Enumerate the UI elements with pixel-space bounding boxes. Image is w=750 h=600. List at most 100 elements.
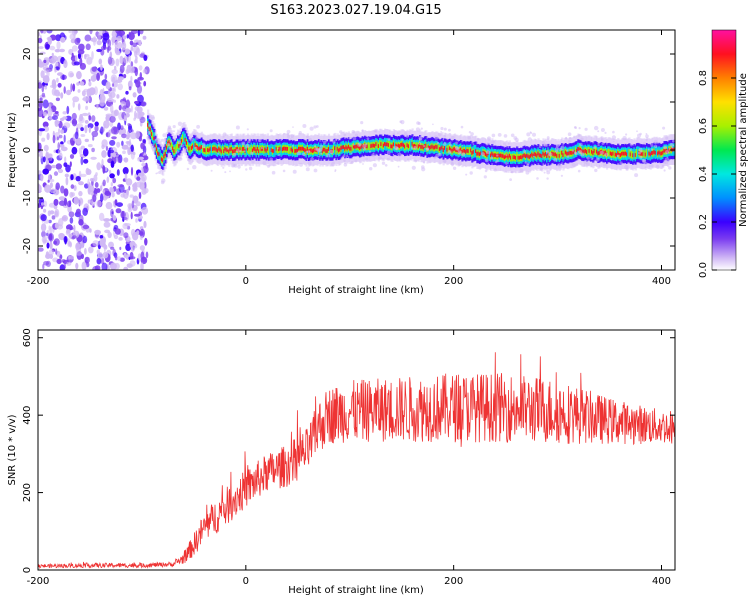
noise-speck	[135, 201, 141, 207]
halo-speck	[169, 140, 173, 143]
ridge-cell	[332, 145, 336, 153]
noise-speck	[82, 95, 90, 102]
halo-speck	[566, 149, 569, 152]
noise-speck	[40, 30, 44, 34]
noise-speck	[101, 158, 104, 168]
ridge-cell	[309, 148, 312, 153]
ridge-cell	[347, 144, 351, 149]
noise-speck	[68, 241, 72, 247]
ridge-cell	[477, 151, 480, 156]
noise-speck	[144, 237, 148, 246]
noise-speck	[40, 214, 47, 222]
halo-speck	[196, 124, 201, 129]
halo-speck	[510, 133, 515, 138]
ridge-cell	[663, 148, 666, 153]
ridge-cell	[377, 144, 380, 148]
halo-speck	[258, 139, 262, 143]
ridge-cell	[182, 134, 185, 142]
snr-x-label: Height of straight line (km)	[288, 585, 424, 596]
noise-speck	[47, 210, 51, 217]
ridge-cell	[588, 149, 591, 153]
ridge-cell	[455, 148, 458, 152]
halo-speck	[493, 168, 497, 172]
ridge-cell	[440, 146, 443, 151]
halo-speck	[387, 137, 391, 141]
ridge-cell	[187, 142, 190, 150]
ridge-cell	[435, 144, 438, 149]
halo-speck	[332, 140, 336, 144]
noise-speck	[94, 121, 99, 127]
halo-speck	[650, 148, 654, 151]
noise-speck	[51, 164, 57, 169]
noise-speck	[112, 152, 117, 158]
noise-speck	[100, 193, 104, 203]
ridge-cell	[441, 145, 444, 150]
ridge-cell	[425, 143, 428, 148]
halo-speck	[365, 157, 368, 161]
ridge-cell	[498, 153, 501, 158]
ridge-cell	[160, 157, 163, 162]
ridge-cell	[508, 153, 511, 158]
halo-speck	[368, 150, 372, 153]
ridge-cell	[526, 153, 529, 158]
noise-speck	[63, 263, 67, 269]
halo-speck	[593, 145, 597, 149]
noise-speck	[63, 59, 68, 69]
halo-speck	[443, 135, 447, 138]
halo-speck	[574, 151, 577, 154]
halo-speck	[598, 164, 601, 167]
noise-speck	[117, 256, 122, 262]
noise-speck	[145, 251, 149, 259]
noise-speck	[118, 104, 122, 111]
halo-speck	[625, 133, 628, 136]
noise-speck	[71, 146, 78, 155]
halo-speck	[298, 131, 302, 135]
halo-speck	[372, 163, 377, 168]
noise-speck	[78, 219, 84, 226]
noise-speck	[82, 207, 88, 216]
halo-speck	[386, 157, 390, 161]
noise-speck	[102, 252, 109, 259]
ridge-cell	[513, 155, 516, 160]
ridge-cell	[539, 153, 543, 158]
halo-speck	[611, 135, 617, 140]
halo-speck	[193, 132, 197, 136]
noise-speck	[141, 206, 149, 215]
spectrogram-y-tick-label: 10	[22, 96, 33, 109]
ridge-cell	[462, 148, 465, 153]
halo-speck	[567, 139, 571, 143]
halo-speck	[354, 159, 358, 163]
ridge-cell	[400, 143, 403, 147]
noise-speck	[135, 218, 138, 223]
halo-speck	[665, 150, 670, 154]
halo-speck	[594, 125, 599, 131]
noise-speck	[65, 89, 72, 96]
ridge-cell	[391, 144, 394, 149]
halo-speck	[226, 147, 229, 150]
halo-speck	[224, 171, 227, 174]
halo-speck	[348, 136, 352, 140]
noise-speck	[57, 72, 63, 76]
ridge-cell	[233, 149, 236, 154]
halo-speck	[645, 138, 648, 141]
halo-speck	[155, 139, 158, 141]
halo-speck	[580, 137, 584, 141]
halo-speck	[156, 172, 159, 174]
ridge-cell	[279, 146, 282, 151]
ridge-cell	[543, 153, 546, 157]
halo-speck	[437, 132, 442, 137]
halo-speck	[362, 163, 364, 165]
halo-speck	[273, 160, 276, 163]
ridge-cell	[221, 145, 225, 154]
noise-speck	[45, 43, 50, 50]
noise-speck	[119, 246, 122, 251]
halo-speck	[525, 170, 530, 175]
ridge-cell	[502, 154, 505, 159]
noise-speck	[43, 69, 50, 74]
ridge-cell	[613, 150, 616, 159]
noise-speck	[40, 173, 44, 182]
ridge-cell	[369, 142, 372, 151]
noise-speck	[96, 48, 102, 53]
ridge-cell	[265, 148, 268, 153]
halo-speck	[363, 147, 366, 151]
